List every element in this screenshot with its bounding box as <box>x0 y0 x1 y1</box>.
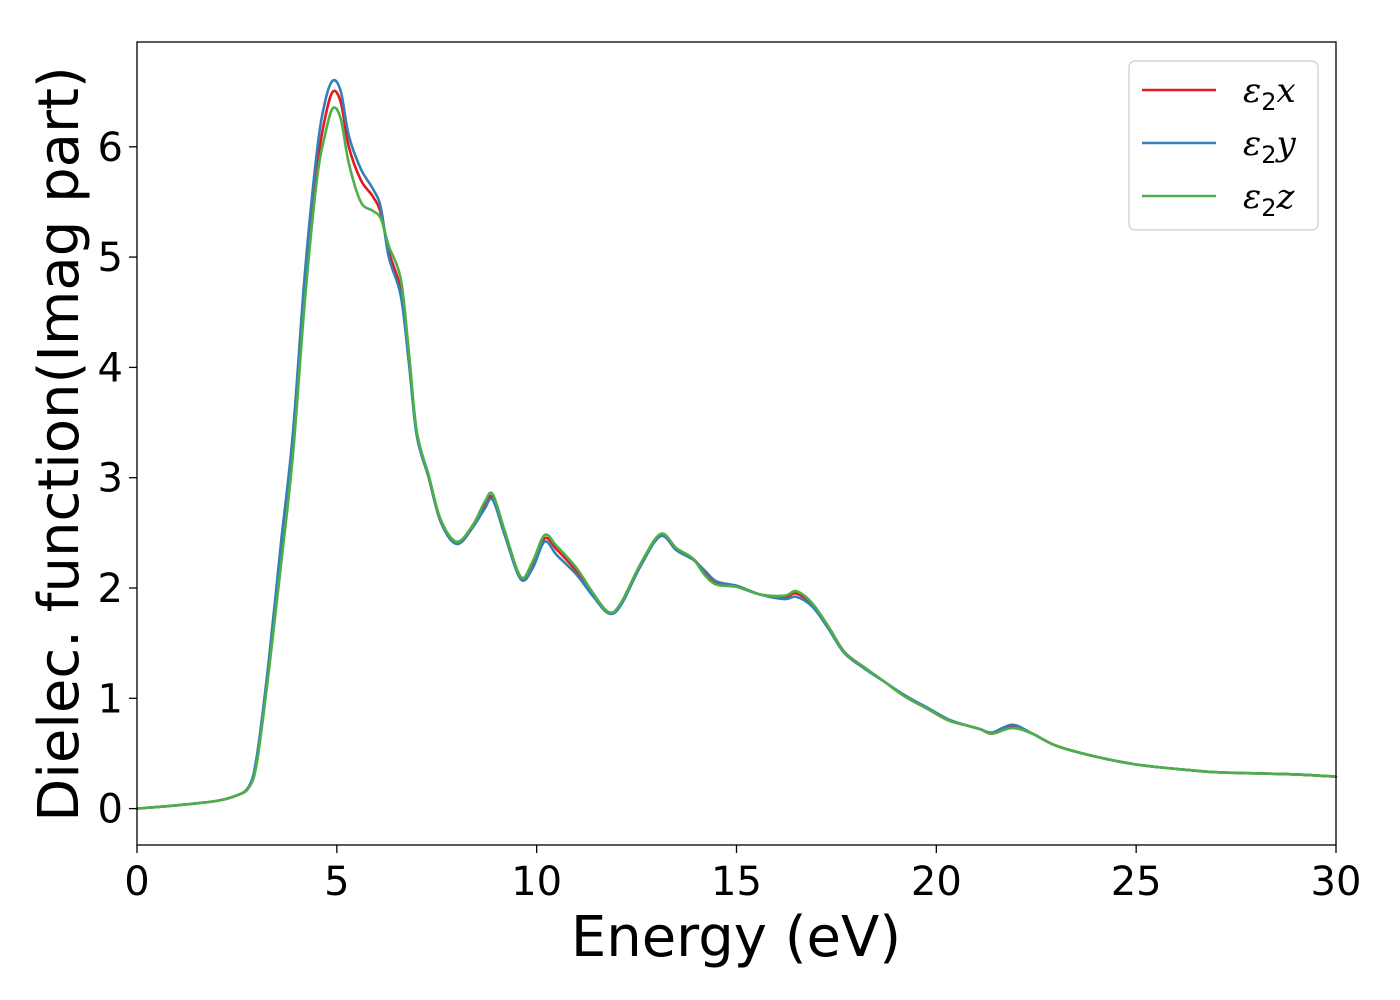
x-tick-label: 20 <box>911 859 962 905</box>
x-tick-label: 30 <box>1311 859 1362 905</box>
x-tick-label: 10 <box>511 859 562 905</box>
x-tick-label: 0 <box>124 859 149 905</box>
x-tick-label: 25 <box>1111 859 1162 905</box>
x-tick-label: 5 <box>324 859 349 905</box>
x-tick-label: 15 <box>711 859 762 905</box>
x-axis-label: Energy (eV) <box>571 905 901 970</box>
y-tick-label: 3 <box>98 456 123 502</box>
legend-label-3: ε2z <box>1243 177 1296 222</box>
y-tick-label: 0 <box>98 787 123 833</box>
y-tick-label: 1 <box>98 676 123 722</box>
series-line-3 <box>135 106 1338 810</box>
y-axis-label: Dielec. function(Imag part) <box>27 66 92 822</box>
legend-box <box>1128 60 1319 231</box>
legend: ε2x ε2y ε2z <box>1128 60 1319 231</box>
ticks-layer: 0 5 10 15 20 25 30 0 1 2 3 4 5 6 <box>98 125 1362 905</box>
y-tick-label: 4 <box>98 345 123 391</box>
series-layer <box>135 78 1338 810</box>
y-tick-label: 6 <box>98 125 123 171</box>
y-tick-label: 2 <box>98 566 123 612</box>
legend-entries: ε2x ε2y ε2z <box>1142 71 1297 222</box>
legend-label-2: ε2y <box>1243 124 1297 169</box>
y-tick-label: 5 <box>98 235 123 281</box>
legend-label-1: ε2x <box>1243 71 1296 116</box>
